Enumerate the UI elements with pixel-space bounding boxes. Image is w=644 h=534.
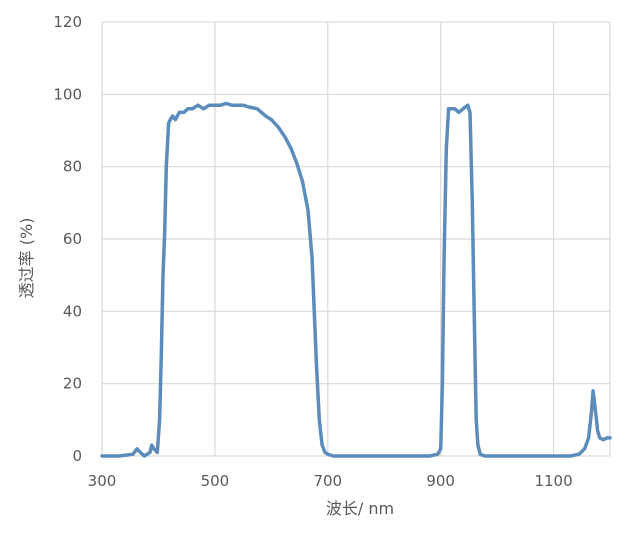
series-layer (100, 101, 612, 458)
x-tick-labels: 300 500 700 900 1100 (88, 472, 573, 490)
x-tick-label: 500 (201, 472, 230, 490)
y-tick-label: 0 (72, 447, 82, 465)
y-tick-label: 40 (63, 302, 82, 320)
x-tick-label: 1100 (534, 472, 572, 490)
y-tick-label: 100 (53, 85, 82, 103)
y-axis-title: 透过率 (%) (17, 218, 36, 299)
x-axis-title: 波长/ nm (326, 499, 394, 518)
x-tick-label: 700 (313, 472, 342, 490)
y-tick-label: 120 (53, 13, 82, 31)
y-tick-labels: 0 20 40 60 80 100 120 (53, 13, 82, 465)
x-tick-label: 300 (88, 472, 117, 490)
y-tick-label: 20 (63, 375, 82, 393)
y-tick-label: 80 (63, 158, 82, 176)
x-tick-label: 900 (426, 472, 455, 490)
transmittance-series-line (100, 101, 612, 458)
gridlines (101, 21, 611, 457)
y-tick-label: 60 (63, 230, 82, 248)
